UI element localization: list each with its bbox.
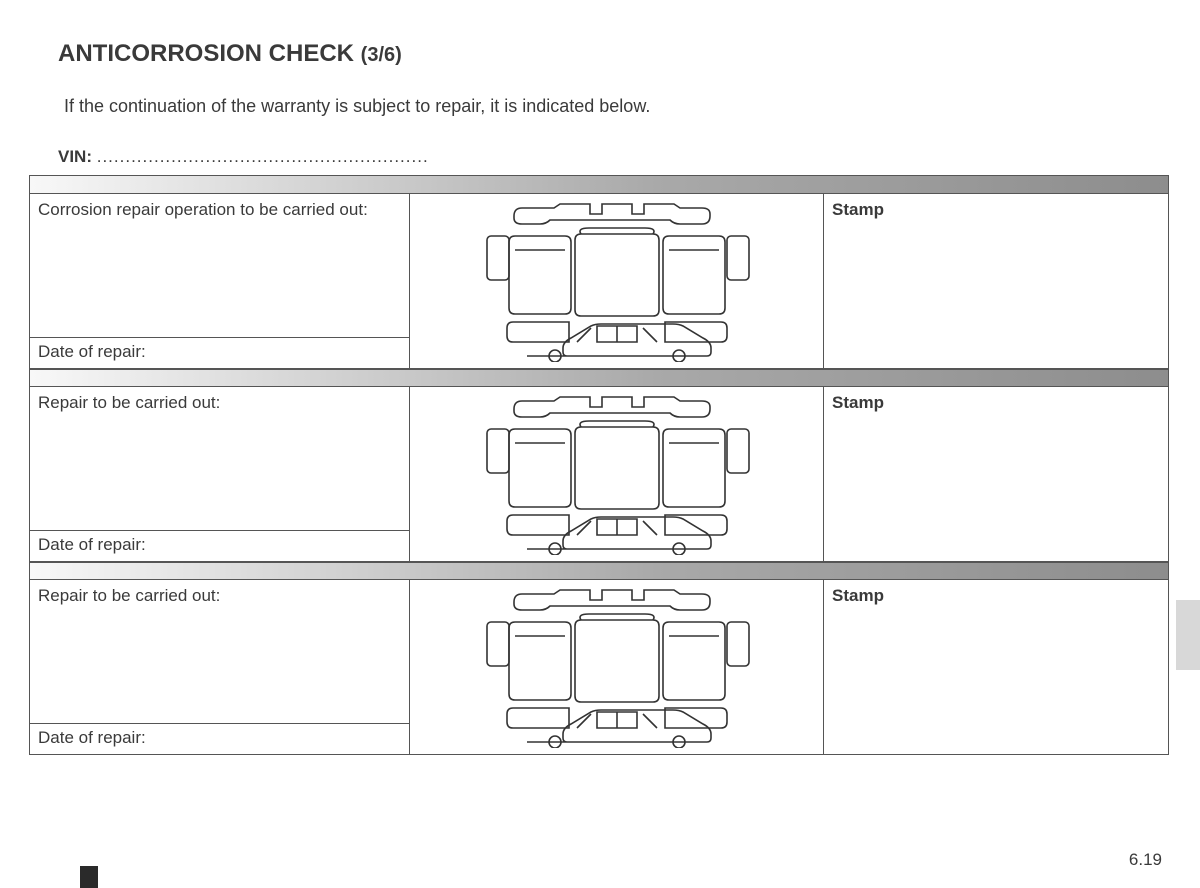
title-main: ANTICORROSION CHECK (58, 40, 361, 67)
record-row: Repair to be carried out: Date of repair… (30, 580, 1168, 754)
page-title: ANTICORROSION CHECK (3/6) (58, 40, 1172, 68)
date-cell: Date of repair: (30, 531, 409, 561)
date-cell: Date of repair: (30, 338, 409, 368)
stamp-cell: Stamp (824, 580, 1168, 754)
title-part: (3/6) (361, 44, 402, 66)
car-body-icon (457, 200, 777, 362)
diagram-cell (410, 580, 824, 754)
diagram-cell (410, 387, 824, 561)
vin-row: VIN: ...................................… (58, 147, 1172, 167)
record-left-col: Repair to be carried out: Date of repair… (30, 387, 410, 561)
subtitle-text: If the continuation of the warranty is s… (64, 96, 1172, 117)
separator-bar (30, 562, 1168, 580)
vin-dots: ........................................… (97, 147, 429, 166)
side-tab (1176, 600, 1200, 670)
operation-cell: Repair to be carried out: (30, 580, 409, 724)
operation-cell: Corrosion repair operation to be carried… (30, 194, 409, 338)
record-left-col: Repair to be carried out: Date of repair… (30, 580, 410, 754)
page-number: 6.19 (1129, 850, 1162, 870)
date-cell: Date of repair: (30, 724, 409, 754)
record-row: Repair to be carried out: Date of repair… (30, 387, 1168, 562)
diagram-cell (410, 194, 824, 368)
separator-bar (30, 369, 1168, 387)
stamp-cell: Stamp (824, 194, 1168, 368)
separator-bar (30, 176, 1168, 194)
operation-cell: Repair to be carried out: (30, 387, 409, 531)
bottom-tab (80, 866, 98, 888)
record-left-col: Corrosion repair operation to be carried… (30, 194, 410, 368)
car-body-icon (457, 586, 777, 748)
car-body-icon (457, 393, 777, 555)
record-row: Corrosion repair operation to be carried… (30, 194, 1168, 369)
records-table: Corrosion repair operation to be carried… (29, 175, 1169, 755)
stamp-cell: Stamp (824, 387, 1168, 561)
vin-label: VIN: (58, 147, 97, 166)
